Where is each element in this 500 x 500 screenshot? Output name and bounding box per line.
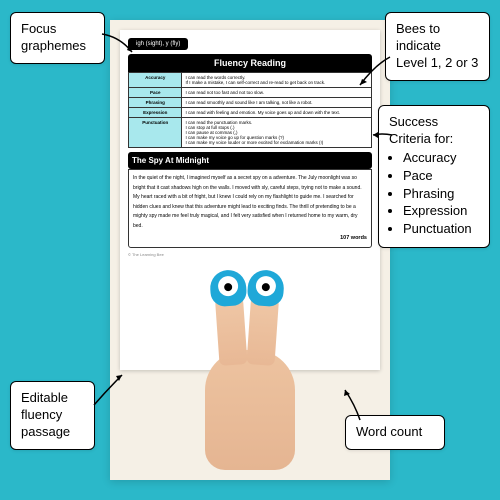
callout-focus: Focus graphemes	[10, 12, 105, 64]
hand-with-puppets	[195, 290, 305, 500]
story-title: The Spy At Midnight	[128, 152, 372, 169]
story-text: In the quiet of the night, I imagined my…	[128, 169, 372, 248]
eye-white	[255, 275, 276, 296]
criteria-row: ExpressionI can read with feeling and em…	[129, 108, 372, 118]
criteria-text: I can read smoothly and sound like I am …	[182, 98, 372, 108]
footer-credit: © The Learning Bee	[128, 252, 372, 257]
criteria-label: Phrasing	[129, 98, 182, 108]
finger-left	[214, 289, 247, 366]
fluency-header: Fluency Reading	[128, 54, 372, 72]
criteria-table: AccuracyI can read the words correctly. …	[128, 72, 372, 148]
criteria-text: I can read with feeling and emotion. My …	[182, 108, 372, 118]
callout-editable-text: Editable fluency passage	[21, 390, 70, 439]
criteria-text: I can read not too fast and not too slow…	[182, 88, 372, 98]
callout-bees: Bees to indicate Level 1, 2 or 3	[385, 12, 490, 81]
criteria-text: I can read the punctuation marks. I can …	[182, 118, 372, 148]
criteria-row: AccuracyI can read the words correctly. …	[129, 73, 372, 88]
criteria-label: Expression	[129, 108, 182, 118]
success-list: AccuracyPacePhrasingExpressionPunctuatio…	[403, 150, 479, 238]
criteria-text: I can read the words correctly. If I mak…	[182, 73, 372, 88]
callout-wordcount-text: Word count	[356, 424, 422, 439]
success-item: Punctuation	[403, 221, 479, 238]
criteria-row: PunctuationI can read the punctuation ma…	[129, 118, 372, 148]
criteria-label: Punctuation	[129, 118, 182, 148]
callout-bees-text: Bees to indicate Level 1, 2 or 3	[396, 21, 478, 70]
finger-right	[246, 289, 279, 366]
grapheme-tab: igh (sight), y (fly)	[128, 38, 188, 50]
success-item: Expression	[403, 203, 479, 220]
word-count-text: 107 words	[133, 233, 367, 243]
eye-white	[217, 275, 238, 296]
criteria-label: Accuracy	[129, 73, 182, 88]
callout-editable: Editable fluency passage	[10, 381, 95, 450]
palm	[205, 350, 295, 470]
pupil	[224, 283, 233, 292]
success-item: Pace	[403, 168, 479, 185]
callout-success: Success Criteria for: AccuracyPacePhrasi…	[378, 105, 490, 248]
success-item: Accuracy	[403, 150, 479, 167]
callout-wordcount: Word count	[345, 415, 445, 450]
callout-success-title: Success Criteria for:	[389, 114, 453, 146]
criteria-row: PhrasingI can read smoothly and sound li…	[129, 98, 372, 108]
success-item: Phrasing	[403, 186, 479, 203]
criteria-label: Pace	[129, 88, 182, 98]
callout-focus-text: Focus graphemes	[21, 21, 86, 53]
story-body: In the quiet of the night, I imagined my…	[133, 175, 362, 229]
criteria-row: PaceI can read not too fast and not too …	[129, 88, 372, 98]
pupil	[262, 283, 271, 292]
